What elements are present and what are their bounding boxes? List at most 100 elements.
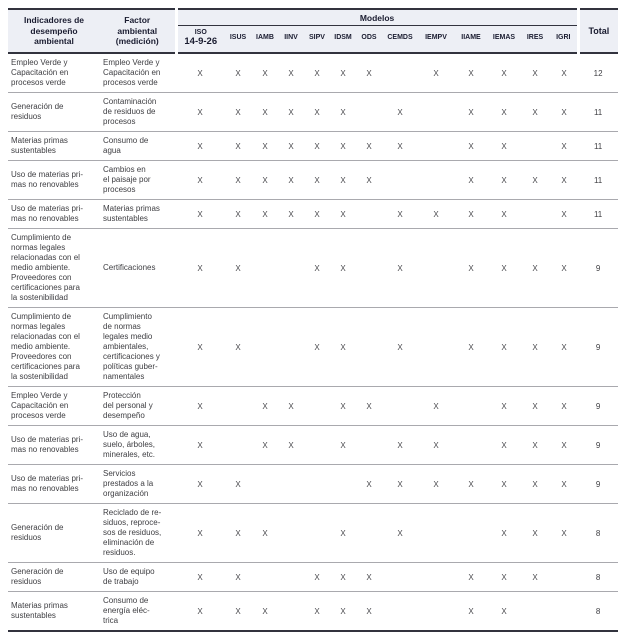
mark-cell: X: [382, 307, 418, 387]
total-cell: 11: [578, 92, 619, 132]
mark-cell: X: [488, 464, 520, 504]
mark-cell: [252, 228, 278, 308]
table-row: Empleo Verde y Capacitación en procesos …: [8, 386, 619, 426]
mark-cell: X: [488, 228, 520, 308]
mark-cell: X: [454, 228, 488, 308]
mark-cell: X: [176, 228, 224, 308]
mark-cell: X: [224, 92, 252, 132]
mark-cell: X: [418, 425, 454, 465]
factor-cell: Protección del personal y desempeño: [100, 386, 176, 426]
mark-cell: [418, 591, 454, 631]
header-row-models: ISO 14-9-26 ISUS IAMB IINV SIPV IDSM ODS CEMDS IE…: [8, 25, 618, 53]
mark-cell: [382, 160, 418, 200]
mark-cell: [278, 562, 304, 592]
total-cell: 11: [578, 160, 619, 200]
header-model-ires: IRES: [520, 25, 550, 53]
mark-cell: X: [330, 591, 356, 631]
mark-cell: X: [356, 591, 382, 631]
total-cell: 8: [578, 562, 619, 592]
mark-cell: X: [176, 464, 224, 504]
total-cell: 11: [578, 199, 619, 229]
mark-cell: X: [520, 307, 550, 387]
mark-cell: X: [252, 92, 278, 132]
mark-cell: X: [278, 160, 304, 200]
mark-cell: X: [488, 562, 520, 592]
page: Indicadores de desempeño ambiental Facto…: [8, 8, 619, 632]
mark-cell: [356, 425, 382, 465]
mark-cell: X: [550, 425, 579, 465]
mark-cell: [356, 92, 382, 132]
mark-cell: X: [382, 92, 418, 132]
mark-cell: [356, 503, 382, 563]
mark-cell: X: [382, 503, 418, 563]
mark-cell: X: [488, 131, 520, 161]
factor-cell: Uso de equipo de trabajo: [100, 562, 176, 592]
mark-cell: X: [488, 425, 520, 465]
mark-cell: X: [252, 160, 278, 200]
indicator-cell: Uso de materias pri- mas no renovables: [8, 425, 100, 465]
mark-cell: X: [382, 131, 418, 161]
mark-cell: [224, 386, 252, 426]
mark-cell: [278, 307, 304, 387]
mark-cell: X: [520, 228, 550, 308]
total-cell: 8: [578, 591, 619, 631]
mark-cell: X: [488, 92, 520, 132]
mark-cell: X: [304, 591, 330, 631]
mark-cell: X: [454, 199, 488, 229]
mark-cell: [304, 464, 330, 504]
mark-cell: [520, 591, 550, 631]
indicator-model-matrix-table: Indicadores de desempeño ambiental Facto…: [8, 8, 619, 632]
mark-cell: [382, 53, 418, 93]
indicator-cell: Empleo Verde y Capacitación en procesos …: [8, 386, 100, 426]
table-row: Generación de residuos Contaminación de …: [8, 92, 619, 132]
mark-cell: X: [520, 503, 550, 563]
mark-cell: X: [330, 562, 356, 592]
mark-cell: X: [520, 92, 550, 132]
total-cell: 9: [578, 386, 619, 426]
mark-cell: X: [330, 503, 356, 563]
mark-cell: X: [520, 160, 550, 200]
header-total: Total: [576, 9, 619, 53]
mark-cell: X: [454, 307, 488, 387]
mark-cell: X: [532, 68, 538, 78]
mark-cell: X: [520, 425, 550, 465]
mark-cell: X: [356, 131, 382, 161]
total-cell: 11: [578, 131, 619, 161]
total-cell: 9: [578, 307, 619, 387]
mark-cell: X: [304, 92, 330, 132]
mark-cell: X: [304, 562, 330, 592]
mark-cell: X: [176, 92, 224, 132]
total-cell: 9: [578, 464, 619, 504]
table-row: Generación de residuos Reciclado de re- …: [8, 503, 619, 563]
mark-cell: X: [224, 562, 252, 592]
mark-cell: [418, 562, 454, 592]
mark-cell: X: [176, 131, 224, 161]
table-row: Cumplimiento de normas legales relaciona…: [8, 307, 619, 387]
mark-cell: [252, 307, 278, 387]
mark-cell: X: [488, 199, 520, 229]
mark-cell: X: [224, 160, 252, 200]
mark-cell: X: [278, 131, 304, 161]
total-cell: 12: [593, 68, 603, 78]
mark-cell: X: [262, 68, 268, 78]
header-model-isus: ISUS: [224, 25, 252, 53]
mark-cell: [454, 425, 488, 465]
table-row: Uso de materias pri- mas no renovables S…: [8, 464, 619, 504]
mark-cell: X: [520, 386, 550, 426]
indicator-cell: Uso de materias pri- mas no renovables: [8, 199, 100, 229]
table-row: Uso de materias pri- mas no renovables U…: [8, 425, 619, 465]
header-model-ods: ODS: [356, 25, 382, 53]
mark-cell: X: [520, 562, 550, 592]
mark-cell: X: [176, 199, 224, 229]
mark-cell: X: [550, 199, 579, 229]
mark-cell: [304, 386, 330, 426]
mark-cell: X: [454, 131, 488, 161]
table-row: Materias primas sustentables Consumo de …: [8, 591, 619, 631]
indicator-cell: Uso de materias pri- mas no renovables: [8, 464, 100, 504]
mark-cell: X: [382, 425, 418, 465]
header-model-igri: IGRI: [550, 25, 579, 53]
mark-cell: X: [561, 68, 567, 78]
mark-cell: [330, 464, 356, 504]
mark-cell: X: [418, 199, 454, 229]
mark-cell: X: [550, 464, 579, 504]
